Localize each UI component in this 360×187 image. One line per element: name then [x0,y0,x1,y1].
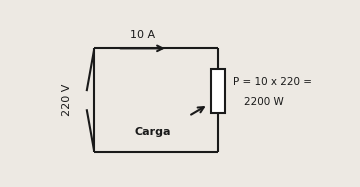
Text: 10 A: 10 A [130,30,155,40]
Bar [211,68,225,113]
Text: 220 V: 220 V [62,84,72,116]
Text: P = 10 x 220 =: P = 10 x 220 = [233,77,312,87]
Text: Carga: Carga [134,127,171,137]
Text: 2200 W: 2200 W [244,97,284,107]
